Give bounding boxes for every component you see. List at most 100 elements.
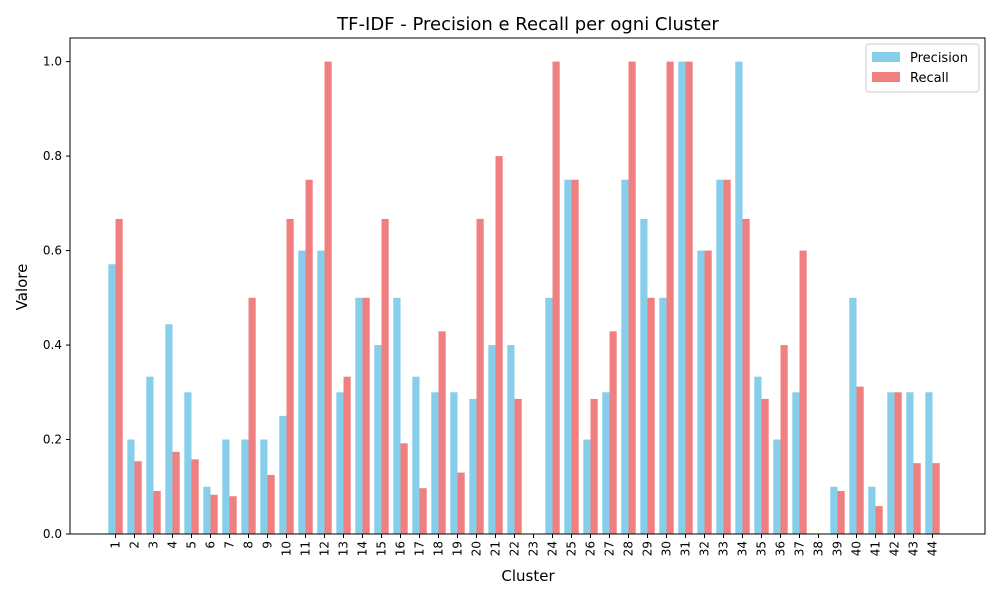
x-tick-label: 35 (755, 541, 769, 556)
bar-recall-34 (742, 218, 750, 535)
x-tick-label: 8 (242, 541, 256, 549)
plot-frame (69, 37, 986, 535)
bar-recall-4 (172, 451, 180, 534)
x-tick-label: 41 (869, 541, 883, 556)
bar-precision-13 (336, 392, 344, 534)
bar-recall-2 (134, 461, 142, 534)
bar-precision-31 (678, 61, 686, 535)
bar-recall-31 (685, 61, 693, 535)
bar-precision-29 (640, 218, 648, 535)
y-tick-label: 0.6 (43, 244, 62, 258)
chart-title: TF-IDF - Precision e Recall per ogni Clu… (336, 14, 719, 35)
x-tick-label: 1 (109, 541, 123, 549)
bar-precision-36 (773, 439, 781, 534)
bar-recall-7 (229, 496, 237, 534)
bar-precision-2 (127, 439, 135, 534)
bar-precision-22 (507, 345, 515, 534)
bar-precision-1 (108, 264, 116, 534)
bar-recall-42 (894, 392, 902, 534)
bar-recall-25 (571, 179, 579, 534)
bar-precision-39 (830, 486, 838, 534)
bar-precision-19 (450, 392, 458, 534)
bar-recall-8 (248, 297, 256, 534)
legend-label-precision: Precision (910, 51, 968, 66)
x-axis-label: Cluster (501, 567, 555, 585)
bar-precision-41 (868, 486, 876, 534)
bar-recall-37 (799, 250, 807, 534)
x-tick-label: 34 (736, 541, 750, 556)
x-tick-label: 40 (850, 541, 864, 556)
bar-recall-35 (761, 398, 769, 534)
x-tick-label: 32 (698, 541, 712, 556)
bar-precision-5 (184, 392, 192, 534)
bar-precision-6 (203, 486, 211, 534)
y-tick-label: 0.2 (43, 433, 62, 447)
x-tick-label: 39 (831, 541, 845, 556)
bar-precision-35 (754, 376, 762, 534)
x-tick-label: 30 (660, 541, 674, 556)
bar-precision-44 (925, 392, 933, 534)
bar-recall-11 (305, 179, 313, 534)
bar-precision-34 (735, 61, 743, 535)
x-tick-label: 20 (470, 541, 484, 556)
x-tick-label: 11 (299, 541, 313, 556)
bar-precision-40 (849, 297, 857, 534)
bar-precision-14 (355, 297, 363, 534)
bar-precision-37 (792, 392, 800, 534)
bar-recall-21 (495, 156, 503, 534)
bar-recall-13 (343, 376, 351, 534)
legend-swatch-precision (872, 52, 900, 62)
bar-recall-18 (438, 331, 446, 534)
axes: 0.00.20.40.60.81.01 2 3 4 5 6 7 8 9 10 11 12 13 14 15 1… (43, 37, 986, 556)
bar-recall-12 (324, 61, 332, 535)
legend: Precision Recall (865, 43, 980, 93)
bar-precision-7 (222, 439, 230, 534)
x-tick-label: 17 (413, 541, 427, 556)
bar-recall-17 (419, 488, 427, 534)
x-tick-label: 18 (432, 541, 446, 556)
bar-recall-19 (457, 472, 465, 534)
bar-precision-10 (279, 415, 287, 534)
bar-precision-12 (317, 250, 325, 534)
bar-recall-10 (286, 218, 294, 535)
y-tick-label: 0.4 (43, 338, 62, 352)
bars (108, 61, 940, 535)
x-tick-label: 7 (223, 541, 237, 549)
bar-recall-33 (723, 179, 731, 534)
x-tick-label: 12 (318, 541, 332, 556)
bar-precision-42 (887, 392, 895, 534)
x-tick-label: 36 (774, 541, 788, 556)
bar-recall-3 (153, 491, 161, 534)
x-tick-label: 16 (394, 541, 408, 556)
x-tick-label: 26 (584, 541, 598, 556)
x-tick-label: 42 (888, 541, 902, 556)
bar-precision-16 (393, 297, 401, 534)
bar-recall-32 (704, 250, 712, 534)
bar-precision-24 (545, 297, 553, 534)
x-tick-label: 37 (793, 541, 807, 556)
bar-precision-9 (260, 439, 268, 534)
bar-precision-20 (469, 398, 477, 534)
y-tick-label: 0.0 (43, 527, 62, 541)
bar-recall-29 (647, 297, 655, 534)
bar-precision-27 (602, 392, 610, 534)
bar-precision-4 (165, 324, 173, 534)
x-tick-label: 23 (527, 541, 541, 556)
bar-precision-26 (583, 439, 591, 534)
bar-recall-6 (210, 494, 218, 534)
bar-recall-27 (609, 331, 617, 534)
bar-recall-15 (381, 218, 389, 535)
bar-recall-40 (856, 386, 864, 534)
bar-precision-3 (146, 376, 154, 534)
legend-swatch-recall (872, 72, 900, 82)
bar-precision-17 (412, 376, 420, 534)
bar-recall-1 (115, 218, 123, 535)
bar-recall-14 (362, 297, 370, 534)
bar-recall-24 (552, 61, 560, 535)
x-tick-label: 15 (375, 541, 389, 556)
x-tick-label: 9 (261, 541, 275, 549)
bar-recall-5 (191, 459, 199, 534)
x-tick-label: 44 (926, 541, 940, 556)
x-tick-label: 10 (280, 541, 294, 556)
